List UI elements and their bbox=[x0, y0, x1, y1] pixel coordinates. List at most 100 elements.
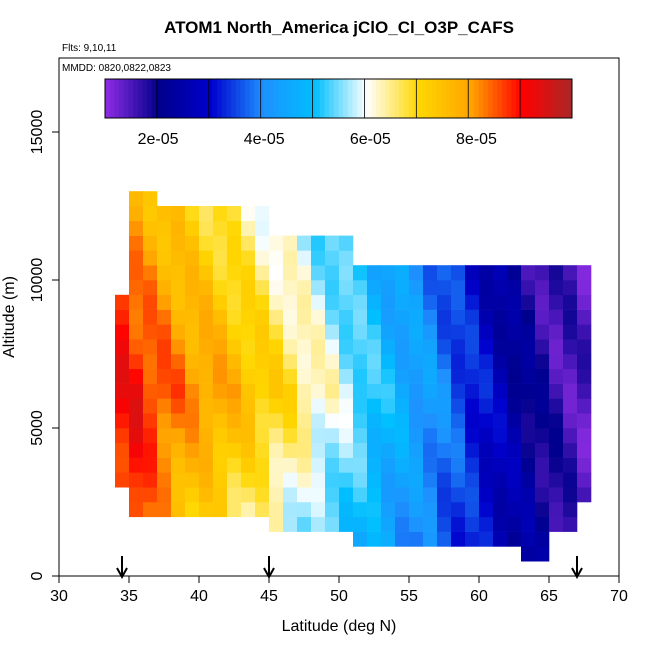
heatmap-cell bbox=[129, 339, 144, 355]
heatmap-cell bbox=[493, 280, 508, 296]
colorbar-segment bbox=[408, 79, 414, 118]
heatmap-cell bbox=[521, 354, 536, 370]
heatmap-cell bbox=[227, 339, 242, 355]
heatmap-cell bbox=[129, 428, 144, 444]
colorbar-segment bbox=[534, 79, 540, 118]
colorbar-segment bbox=[483, 79, 489, 118]
heatmap-cell bbox=[521, 294, 536, 310]
heatmap-cell bbox=[185, 368, 200, 384]
heatmap-cell bbox=[409, 398, 424, 414]
heatmap-cell bbox=[297, 487, 312, 503]
heatmap-cell bbox=[115, 428, 130, 444]
heatmap-cell bbox=[535, 457, 550, 473]
heatmap-cell bbox=[367, 487, 382, 503]
heatmap-cell bbox=[493, 339, 508, 355]
x-tick-label: 70 bbox=[610, 588, 628, 605]
heatmap-cell bbox=[353, 413, 368, 429]
heatmap-cell bbox=[437, 428, 452, 444]
heatmap-cell bbox=[465, 294, 480, 310]
heatmap-cell bbox=[451, 531, 466, 547]
heatmap-cell bbox=[325, 339, 340, 355]
heatmap-cell bbox=[325, 309, 340, 325]
x-axis-ticks: 30 35 40 45 50 55 60 65 70 bbox=[50, 576, 628, 605]
heatmap-cell bbox=[213, 309, 228, 325]
heatmap-cell bbox=[171, 265, 186, 281]
heatmap-cell bbox=[577, 339, 592, 355]
heatmap-cell bbox=[535, 472, 550, 488]
heatmap-cell bbox=[521, 368, 536, 384]
colorbar-segment bbox=[310, 79, 316, 118]
heatmap-cell bbox=[129, 487, 144, 503]
heatmap-cell bbox=[185, 220, 200, 236]
heatmap-cell bbox=[493, 383, 508, 399]
heatmap-cell bbox=[395, 413, 410, 429]
heatmap-cell bbox=[507, 383, 522, 399]
heatmap-cell bbox=[423, 309, 438, 325]
heatmap-cell bbox=[381, 516, 396, 532]
heatmap-cell bbox=[339, 368, 354, 384]
heatmap-cell bbox=[577, 280, 592, 296]
heatmap-cell bbox=[227, 413, 242, 429]
heatmap-cell bbox=[241, 220, 256, 236]
heatmap-cell bbox=[437, 531, 452, 547]
heatmap-cell bbox=[269, 516, 284, 532]
heatmap-cell bbox=[563, 280, 578, 296]
heatmap-cell bbox=[521, 502, 536, 518]
heatmap-cell bbox=[577, 457, 592, 473]
heatmap-cell bbox=[255, 487, 270, 503]
heatmap-cell bbox=[409, 339, 424, 355]
arrow-markers bbox=[116, 556, 583, 580]
heatmap-cell bbox=[213, 206, 228, 222]
heatmap-cell bbox=[437, 413, 452, 429]
heatmap-cell bbox=[507, 502, 522, 518]
heatmap-cell bbox=[129, 383, 144, 399]
heatmap-cell bbox=[493, 368, 508, 384]
heatmap-cell bbox=[297, 354, 312, 370]
heatmap-cell bbox=[199, 354, 214, 370]
heatmap-cell bbox=[367, 428, 382, 444]
heatmap-cell bbox=[297, 265, 312, 281]
colorbar-segment bbox=[301, 79, 307, 118]
heatmap-cell bbox=[199, 368, 214, 384]
heatmap-cell bbox=[241, 354, 256, 370]
heatmap-cell bbox=[367, 442, 382, 458]
heatmap-cell bbox=[339, 250, 354, 266]
colorbar-segment bbox=[123, 79, 129, 118]
colorbar-segment bbox=[548, 79, 554, 118]
heatmap-cell bbox=[311, 294, 326, 310]
heatmap-cell bbox=[269, 472, 284, 488]
heatmap-cell bbox=[563, 309, 578, 325]
heatmap-cell bbox=[465, 354, 480, 370]
heatmap-cell bbox=[409, 294, 424, 310]
colorbar-segment bbox=[184, 79, 190, 118]
heatmap-cell bbox=[381, 502, 396, 518]
heatmap-cell bbox=[171, 324, 186, 340]
heatmap-cell bbox=[241, 442, 256, 458]
heatmap-cell bbox=[269, 383, 284, 399]
heatmap-cell bbox=[381, 487, 396, 503]
heatmap-cell bbox=[423, 413, 438, 429]
heatmap-cell bbox=[409, 280, 424, 296]
heatmap-cells bbox=[115, 191, 592, 562]
heatmap-cell bbox=[255, 472, 270, 488]
heatmap-cell bbox=[409, 265, 424, 281]
heatmap-cell bbox=[367, 368, 382, 384]
heatmap-cell bbox=[367, 354, 382, 370]
heatmap-cell bbox=[199, 442, 214, 458]
heatmap-cell bbox=[283, 280, 298, 296]
colorbar-segment bbox=[263, 79, 269, 118]
heatmap-cell bbox=[185, 472, 200, 488]
x-tick-label: 65 bbox=[540, 588, 558, 605]
heatmap-cell bbox=[507, 309, 522, 325]
heatmap-cell bbox=[185, 398, 200, 414]
heatmap-cell bbox=[493, 457, 508, 473]
heatmap-cell bbox=[143, 457, 158, 473]
heatmap-cell bbox=[549, 309, 564, 325]
heatmap-cell bbox=[549, 383, 564, 399]
heatmap-cell bbox=[255, 339, 270, 355]
heatmap-cell bbox=[577, 383, 592, 399]
heatmap-cell bbox=[325, 457, 340, 473]
heatmap-cell bbox=[409, 457, 424, 473]
colorbar-segment bbox=[133, 79, 139, 118]
